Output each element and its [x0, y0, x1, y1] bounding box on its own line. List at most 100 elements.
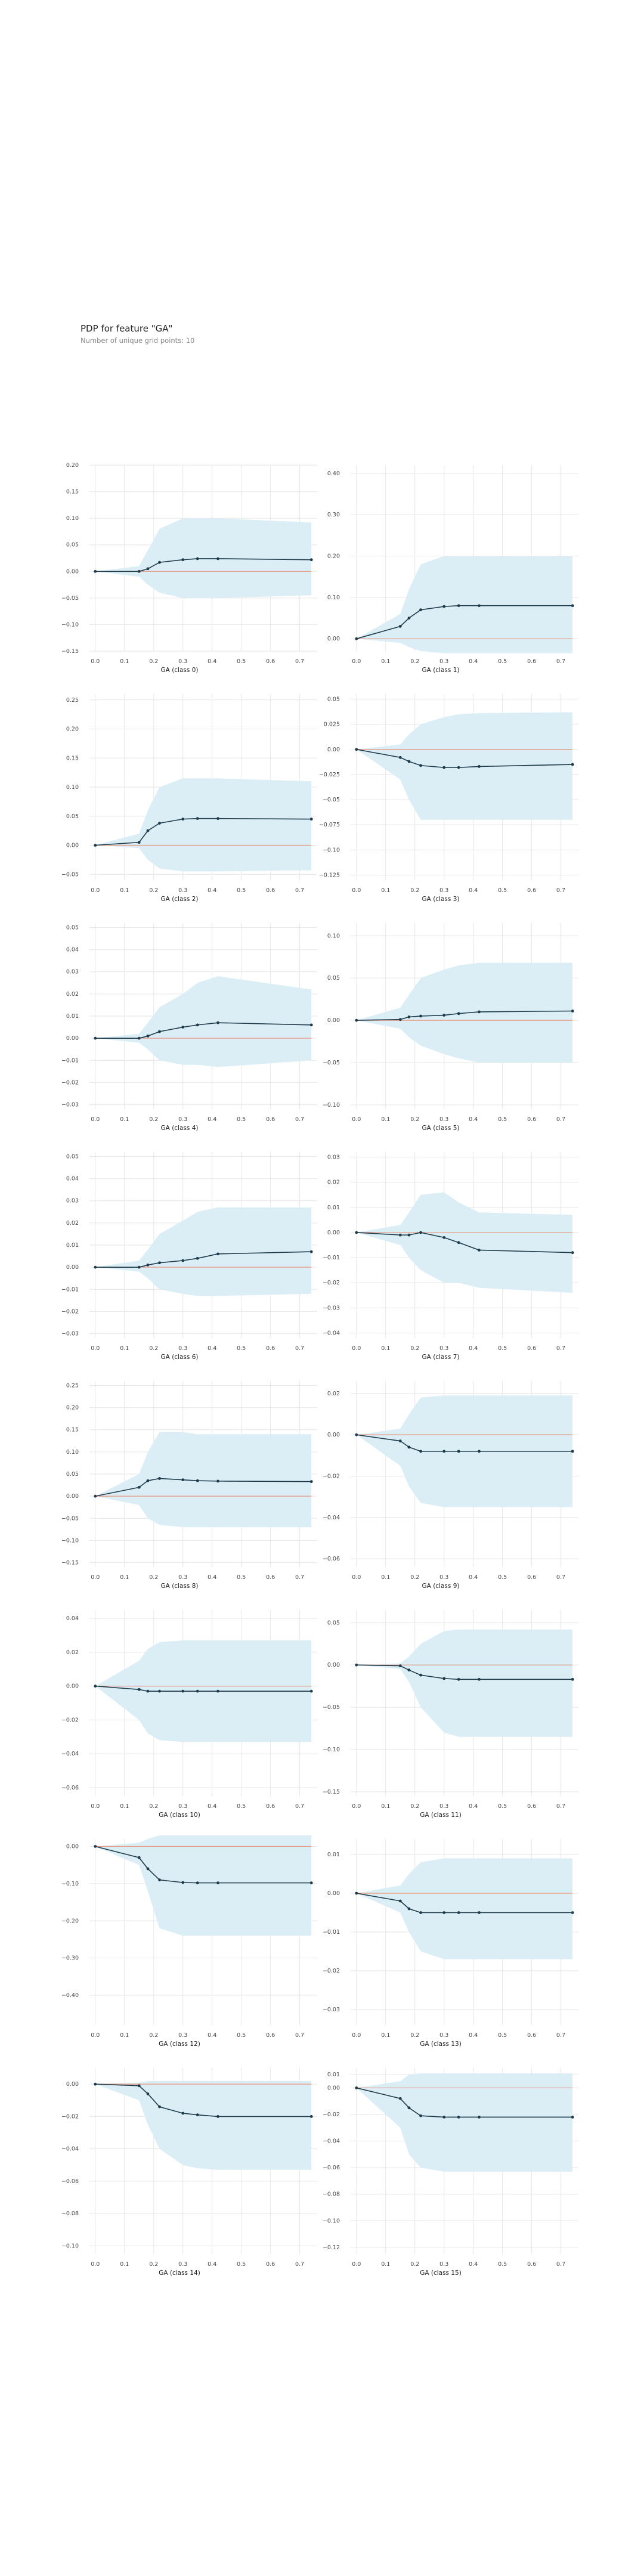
- pdp-point: [571, 1911, 574, 1914]
- pdp-point: [419, 2114, 422, 2117]
- pdp-panel: −0.06 −0.04 −0.02 0.00 0.02 0.0 0.1 0.2 0.3 0.4 0.…: [323, 1381, 578, 1590]
- pdp-point: [94, 1265, 97, 1269]
- y-tick-label: 0.20: [66, 1405, 79, 1411]
- title-block: PDP for feature "GA" Number of unique gr…: [80, 323, 194, 345]
- pdp-point: [398, 1233, 402, 1237]
- pdp-point: [355, 1018, 358, 1022]
- pdp-panel: −0.03 −0.02 −0.01 0.00 0.01 0.0 0.1 0.2 0.3 0.4 0.…: [323, 1839, 578, 2048]
- x-tick-label: 0.7: [295, 1345, 304, 1352]
- x-tick-label: 0.6: [266, 887, 275, 894]
- pdp-point: [94, 844, 97, 847]
- y-tick-label: −0.06: [61, 1785, 79, 1791]
- confidence-band: [95, 778, 312, 872]
- x-tick-label: 0.6: [266, 1345, 275, 1352]
- pdp-panel: −0.15 −0.10 −0.05 0.00 0.05 0.0 0.1 0.2 0.3 0.4 0.…: [323, 1610, 578, 1819]
- y-tick-label: −0.06: [61, 2178, 79, 2185]
- y-tick-label: 0.05: [66, 1471, 79, 1478]
- x-tick-label: 0.3: [178, 2261, 187, 2268]
- pdp-point: [137, 569, 141, 573]
- pdp-point: [196, 1256, 199, 1260]
- x-tick-label: 0.2: [410, 1345, 419, 1352]
- pdp-line: [95, 1478, 312, 1497]
- x-tick-label: 0.3: [178, 887, 187, 894]
- x-tick-label: 0.1: [120, 2261, 129, 2268]
- y-tick-label: −0.02: [323, 1280, 340, 1286]
- y-tick-label: 0.00: [327, 2085, 340, 2091]
- pdp-point: [478, 1450, 481, 1453]
- x-axis-label: GA (class 12): [159, 2041, 200, 2048]
- y-tick-label: 0.01: [327, 2072, 340, 2078]
- y-tick-label: 0.00: [327, 1890, 340, 1897]
- x-tick-label: 0.5: [237, 2032, 246, 2039]
- y-tick-label: 0.01: [327, 1205, 340, 1211]
- pdp-line: [95, 2083, 312, 2117]
- y-tick-label: −0.15: [323, 1789, 340, 1795]
- x-tick-label: 0.5: [498, 2261, 507, 2268]
- y-tick-label: 0.01: [66, 1013, 79, 1020]
- y-tick-label: 0.00: [66, 1843, 79, 1850]
- x-tick-label: 0.1: [381, 1803, 390, 1810]
- pdp-panel: −0.125 −0.10 −0.075 −0.05 −0.025 0.00 0.025 0.0…: [319, 694, 578, 903]
- pdp-point: [571, 1677, 574, 1681]
- pdp-point: [216, 1252, 219, 1256]
- y-tick-label: 0.00: [66, 1035, 79, 1042]
- x-axis-label: GA (class 6): [161, 1354, 199, 1361]
- pdp-point: [398, 2097, 402, 2100]
- pdp-point: [571, 1450, 574, 1453]
- y-tick-label: 0.15: [66, 1427, 79, 1433]
- pdp-point: [137, 1485, 141, 1489]
- y-tick-label: 0.10: [327, 933, 340, 939]
- pdp-point: [146, 1689, 150, 1693]
- pdp-point: [442, 1677, 446, 1680]
- pdp-point: [442, 605, 446, 608]
- pdp-point: [407, 1907, 411, 1911]
- pdp-point: [216, 2114, 219, 2118]
- x-tick-label: 0.2: [410, 658, 419, 665]
- pdp-point: [419, 764, 422, 767]
- y-tick-label: 0.01: [66, 1242, 79, 1249]
- x-tick-label: 0.3: [439, 2261, 448, 2268]
- pdp-point: [158, 1689, 161, 1693]
- x-tick-label: 0.4: [208, 1803, 216, 1810]
- x-tick-label: 0.1: [381, 1345, 390, 1352]
- x-tick-label: 0.7: [295, 2261, 304, 2268]
- pdp-point: [407, 1015, 411, 1018]
- pdp-point: [571, 604, 574, 608]
- x-tick-label: 0.2: [149, 1116, 158, 1123]
- y-tick-label: 0.10: [66, 515, 79, 522]
- confidence-band: [95, 1432, 312, 1528]
- y-tick-label: 0.00: [66, 843, 79, 849]
- pdp-panel: −0.10 −0.05 0.00 0.05 0.10 0.0 0.1 0.2 0.3 0.4 0.5…: [323, 923, 578, 1132]
- pdp-point: [137, 1036, 141, 1040]
- pdp-line: [95, 818, 312, 846]
- pdp-point: [355, 2086, 358, 2089]
- x-tick-label: 0.1: [381, 887, 390, 894]
- pdp-point: [407, 760, 411, 763]
- x-tick-label: 0.3: [178, 1574, 187, 1581]
- pdp-point: [309, 1881, 313, 1885]
- x-tick-label: 0.2: [410, 1803, 419, 1810]
- pdp-panel: −0.03 −0.02 −0.01 0.00 0.01 0.02 0.03 0.04 0.05 0…: [61, 923, 317, 1132]
- pdp-point: [478, 604, 481, 608]
- pdp-point: [571, 763, 574, 766]
- y-tick-label: −0.01: [323, 1255, 340, 1261]
- y-tick-label: −0.10: [61, 1537, 79, 1544]
- pdp-point: [457, 1012, 460, 1015]
- pdp-panel: −0.10 −0.08 −0.06 −0.04 −0.02 0.00 0.0 0.1 0.2 0.…: [61, 2068, 317, 2277]
- pdp-point: [181, 558, 185, 562]
- y-tick-label: −0.10: [323, 2218, 340, 2224]
- x-tick-label: 0.2: [410, 887, 419, 894]
- x-axis-label: GA (class 2): [161, 896, 199, 903]
- y-tick-label: 0.025: [324, 722, 340, 728]
- pdp-point: [407, 1233, 411, 1237]
- x-tick-label: 0.2: [149, 1574, 158, 1581]
- y-tick-label: 0.05: [327, 975, 340, 982]
- pdp-point: [442, 1450, 446, 1453]
- x-tick-label: 0.7: [295, 1574, 304, 1581]
- y-tick-label: 0.00: [327, 636, 340, 642]
- pdp-point: [398, 1018, 402, 1021]
- pdp-point: [181, 1026, 185, 1029]
- pdp-line: [95, 1251, 312, 1268]
- x-tick-label: 0.0: [352, 1803, 361, 1810]
